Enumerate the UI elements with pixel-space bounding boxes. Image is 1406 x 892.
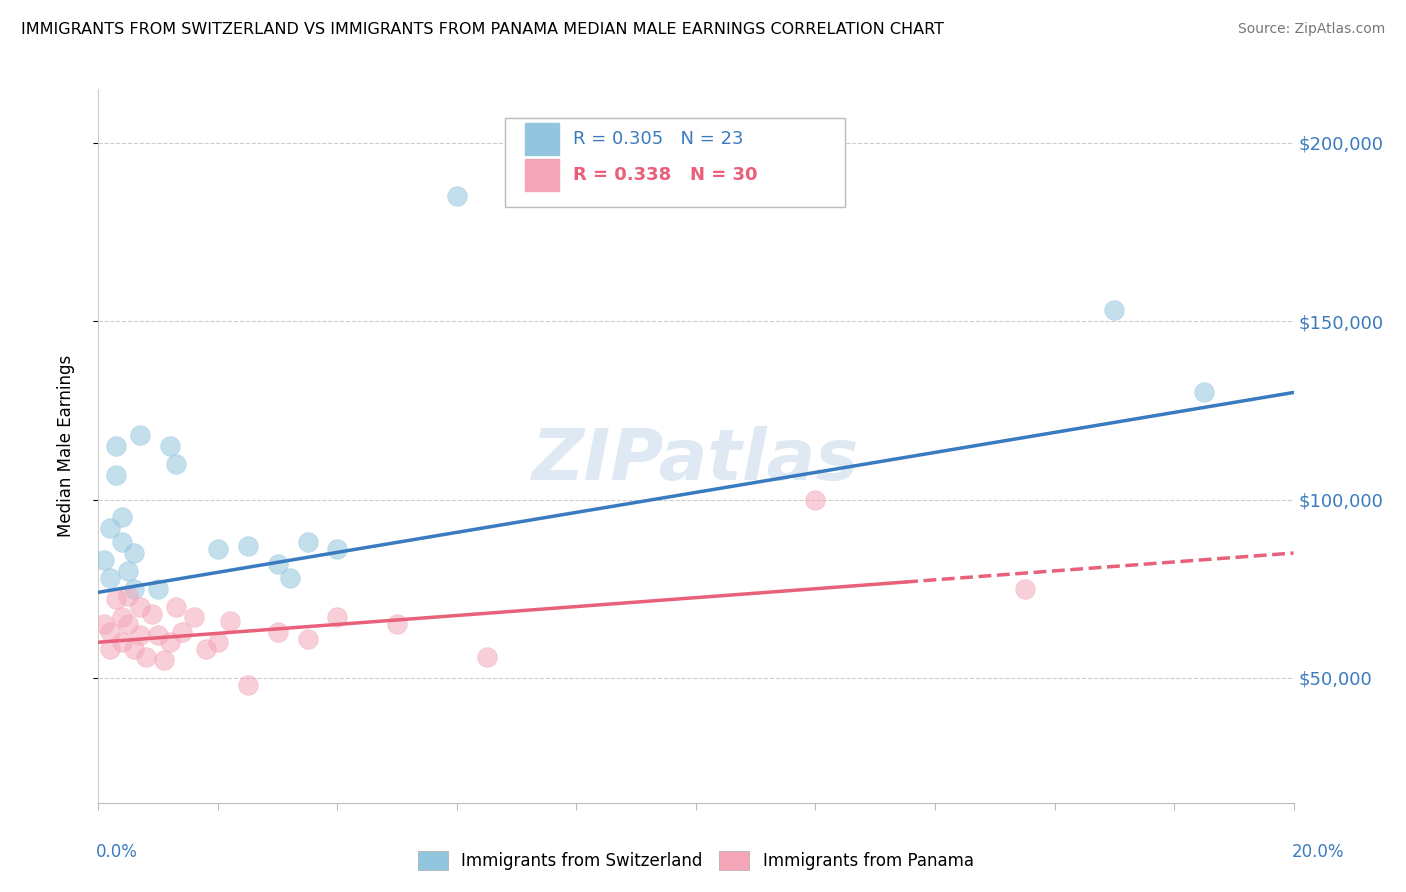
Point bbox=[93, 553, 115, 567]
Point bbox=[111, 535, 134, 549]
Point bbox=[98, 521, 122, 535]
Point bbox=[236, 678, 259, 692]
Point bbox=[159, 439, 181, 453]
Text: R = 0.305   N = 23: R = 0.305 N = 23 bbox=[572, 130, 744, 148]
Point bbox=[297, 632, 319, 646]
Point bbox=[165, 599, 187, 614]
Point bbox=[385, 617, 409, 632]
Point bbox=[117, 589, 139, 603]
Text: ZIPatlas: ZIPatlas bbox=[533, 425, 859, 495]
Text: R = 0.338   N = 30: R = 0.338 N = 30 bbox=[572, 166, 758, 184]
Point bbox=[446, 189, 468, 203]
Point bbox=[267, 624, 290, 639]
Point bbox=[326, 542, 349, 557]
Text: 0.0%: 0.0% bbox=[96, 843, 138, 861]
Point bbox=[98, 571, 122, 585]
Text: 20.0%: 20.0% bbox=[1292, 843, 1344, 861]
Y-axis label: Median Male Earnings: Median Male Earnings bbox=[56, 355, 75, 537]
Point bbox=[1104, 303, 1126, 318]
Point bbox=[219, 614, 242, 628]
Point bbox=[98, 642, 122, 657]
Point bbox=[236, 539, 259, 553]
Point bbox=[98, 624, 122, 639]
Point bbox=[153, 653, 176, 667]
Point bbox=[207, 635, 229, 649]
Point bbox=[326, 610, 349, 624]
Point bbox=[117, 617, 139, 632]
Bar bbox=[524, 123, 558, 155]
Point bbox=[172, 624, 194, 639]
Point bbox=[195, 642, 218, 657]
Bar bbox=[524, 159, 558, 191]
Point bbox=[105, 592, 128, 607]
Point bbox=[1192, 385, 1215, 400]
Point bbox=[111, 635, 134, 649]
Point bbox=[135, 649, 157, 664]
Point bbox=[207, 542, 229, 557]
Text: Source: ZipAtlas.com: Source: ZipAtlas.com bbox=[1237, 22, 1385, 37]
Point bbox=[804, 492, 827, 507]
Point bbox=[117, 564, 139, 578]
Point bbox=[129, 428, 152, 442]
Point bbox=[267, 557, 290, 571]
Point bbox=[105, 467, 128, 482]
Point bbox=[183, 610, 205, 624]
Point bbox=[129, 628, 152, 642]
Point bbox=[148, 582, 170, 596]
Point bbox=[129, 599, 152, 614]
Point bbox=[165, 457, 187, 471]
Point bbox=[124, 546, 146, 560]
Point bbox=[297, 535, 319, 549]
FancyBboxPatch shape bbox=[505, 118, 845, 207]
Point bbox=[124, 582, 146, 596]
Point bbox=[111, 510, 134, 524]
Point bbox=[475, 649, 498, 664]
Text: IMMIGRANTS FROM SWITZERLAND VS IMMIGRANTS FROM PANAMA MEDIAN MALE EARNINGS CORRE: IMMIGRANTS FROM SWITZERLAND VS IMMIGRANT… bbox=[21, 22, 943, 37]
Point bbox=[141, 607, 163, 621]
Point bbox=[159, 635, 181, 649]
Point bbox=[105, 439, 128, 453]
Point bbox=[124, 642, 146, 657]
Point bbox=[111, 610, 134, 624]
Point bbox=[148, 628, 170, 642]
Point bbox=[1014, 582, 1036, 596]
Point bbox=[278, 571, 301, 585]
Legend: Immigrants from Switzerland, Immigrants from Panama: Immigrants from Switzerland, Immigrants … bbox=[412, 844, 980, 877]
Point bbox=[93, 617, 115, 632]
